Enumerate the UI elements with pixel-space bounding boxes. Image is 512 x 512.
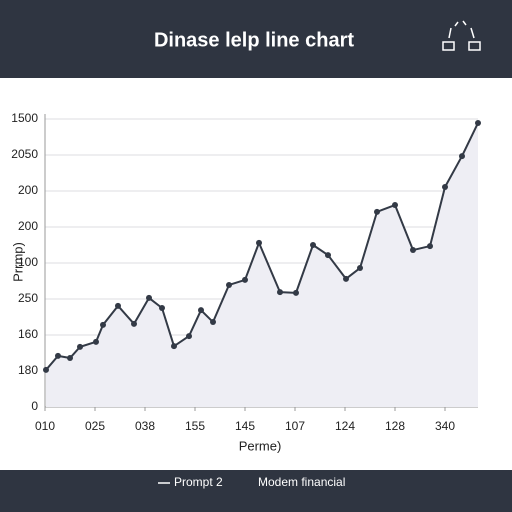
line: [45, 122, 479, 371]
point: [427, 243, 433, 250]
point: [325, 252, 331, 259]
y-axis-label: Prrmp): [10, 242, 25, 282]
point: [374, 208, 380, 215]
header-bar: [0, 0, 512, 78]
point: [256, 239, 262, 246]
y-tick-label: 2050: [11, 147, 38, 161]
point: [77, 343, 83, 350]
x-tick-label: 010: [35, 419, 55, 433]
x-tick-label: 145: [235, 419, 255, 433]
point: [226, 281, 232, 288]
point: [392, 202, 398, 209]
x-tick-label: 124: [335, 419, 355, 433]
point: [198, 307, 204, 314]
y-tick-label: 200: [18, 219, 38, 233]
point: [100, 321, 106, 328]
point: [55, 352, 61, 359]
y-tick-label: 1500: [11, 111, 38, 125]
point: [93, 338, 99, 345]
point: [242, 276, 248, 283]
point: [159, 305, 165, 311]
y-tick-label: 200: [18, 183, 38, 197]
x-axis-label: Perme): [239, 438, 282, 453]
y-tick-label: 250: [18, 291, 38, 305]
y-tick-label: 180: [18, 363, 38, 377]
plot: 0 180 160 250 100 200 200 2050 1500 010 025 038 155 1…: [11, 111, 481, 433]
x-tick-label: 038: [135, 419, 155, 433]
header-icon[interactable]: [442, 20, 481, 51]
point: [210, 319, 216, 326]
point: [131, 320, 137, 327]
point: [410, 247, 416, 254]
point: [459, 153, 465, 160]
legend: Prompt 2 Modem financial: [158, 475, 345, 489]
point: [67, 355, 73, 362]
point: [357, 265, 363, 272]
point: [186, 333, 192, 340]
footer-bar: [0, 470, 512, 512]
point: [171, 343, 177, 350]
point: [343, 275, 349, 282]
x-tick-label: 107: [285, 419, 305, 433]
point: [310, 242, 316, 248]
point: [115, 302, 121, 309]
y-tick-label: 160: [18, 327, 38, 341]
point: [277, 289, 283, 296]
chart-title: Dinase lelp line chart: [154, 29, 354, 51]
x-tick-label: 340: [435, 419, 455, 433]
y-tick-label: 0: [31, 399, 38, 413]
caption: Modem financial: [258, 475, 345, 489]
point: [442, 184, 448, 191]
x-tick-label: 155: [185, 419, 205, 433]
point: [475, 119, 481, 126]
legend-label: Prompt 2: [174, 475, 223, 489]
x-tick-label: 128: [385, 419, 405, 433]
y-tick-label: 100: [18, 255, 38, 269]
point: [293, 289, 299, 296]
x-tick-label: 025: [85, 419, 105, 433]
point: [43, 366, 49, 373]
point: [146, 294, 152, 301]
area: [46, 122, 478, 408]
